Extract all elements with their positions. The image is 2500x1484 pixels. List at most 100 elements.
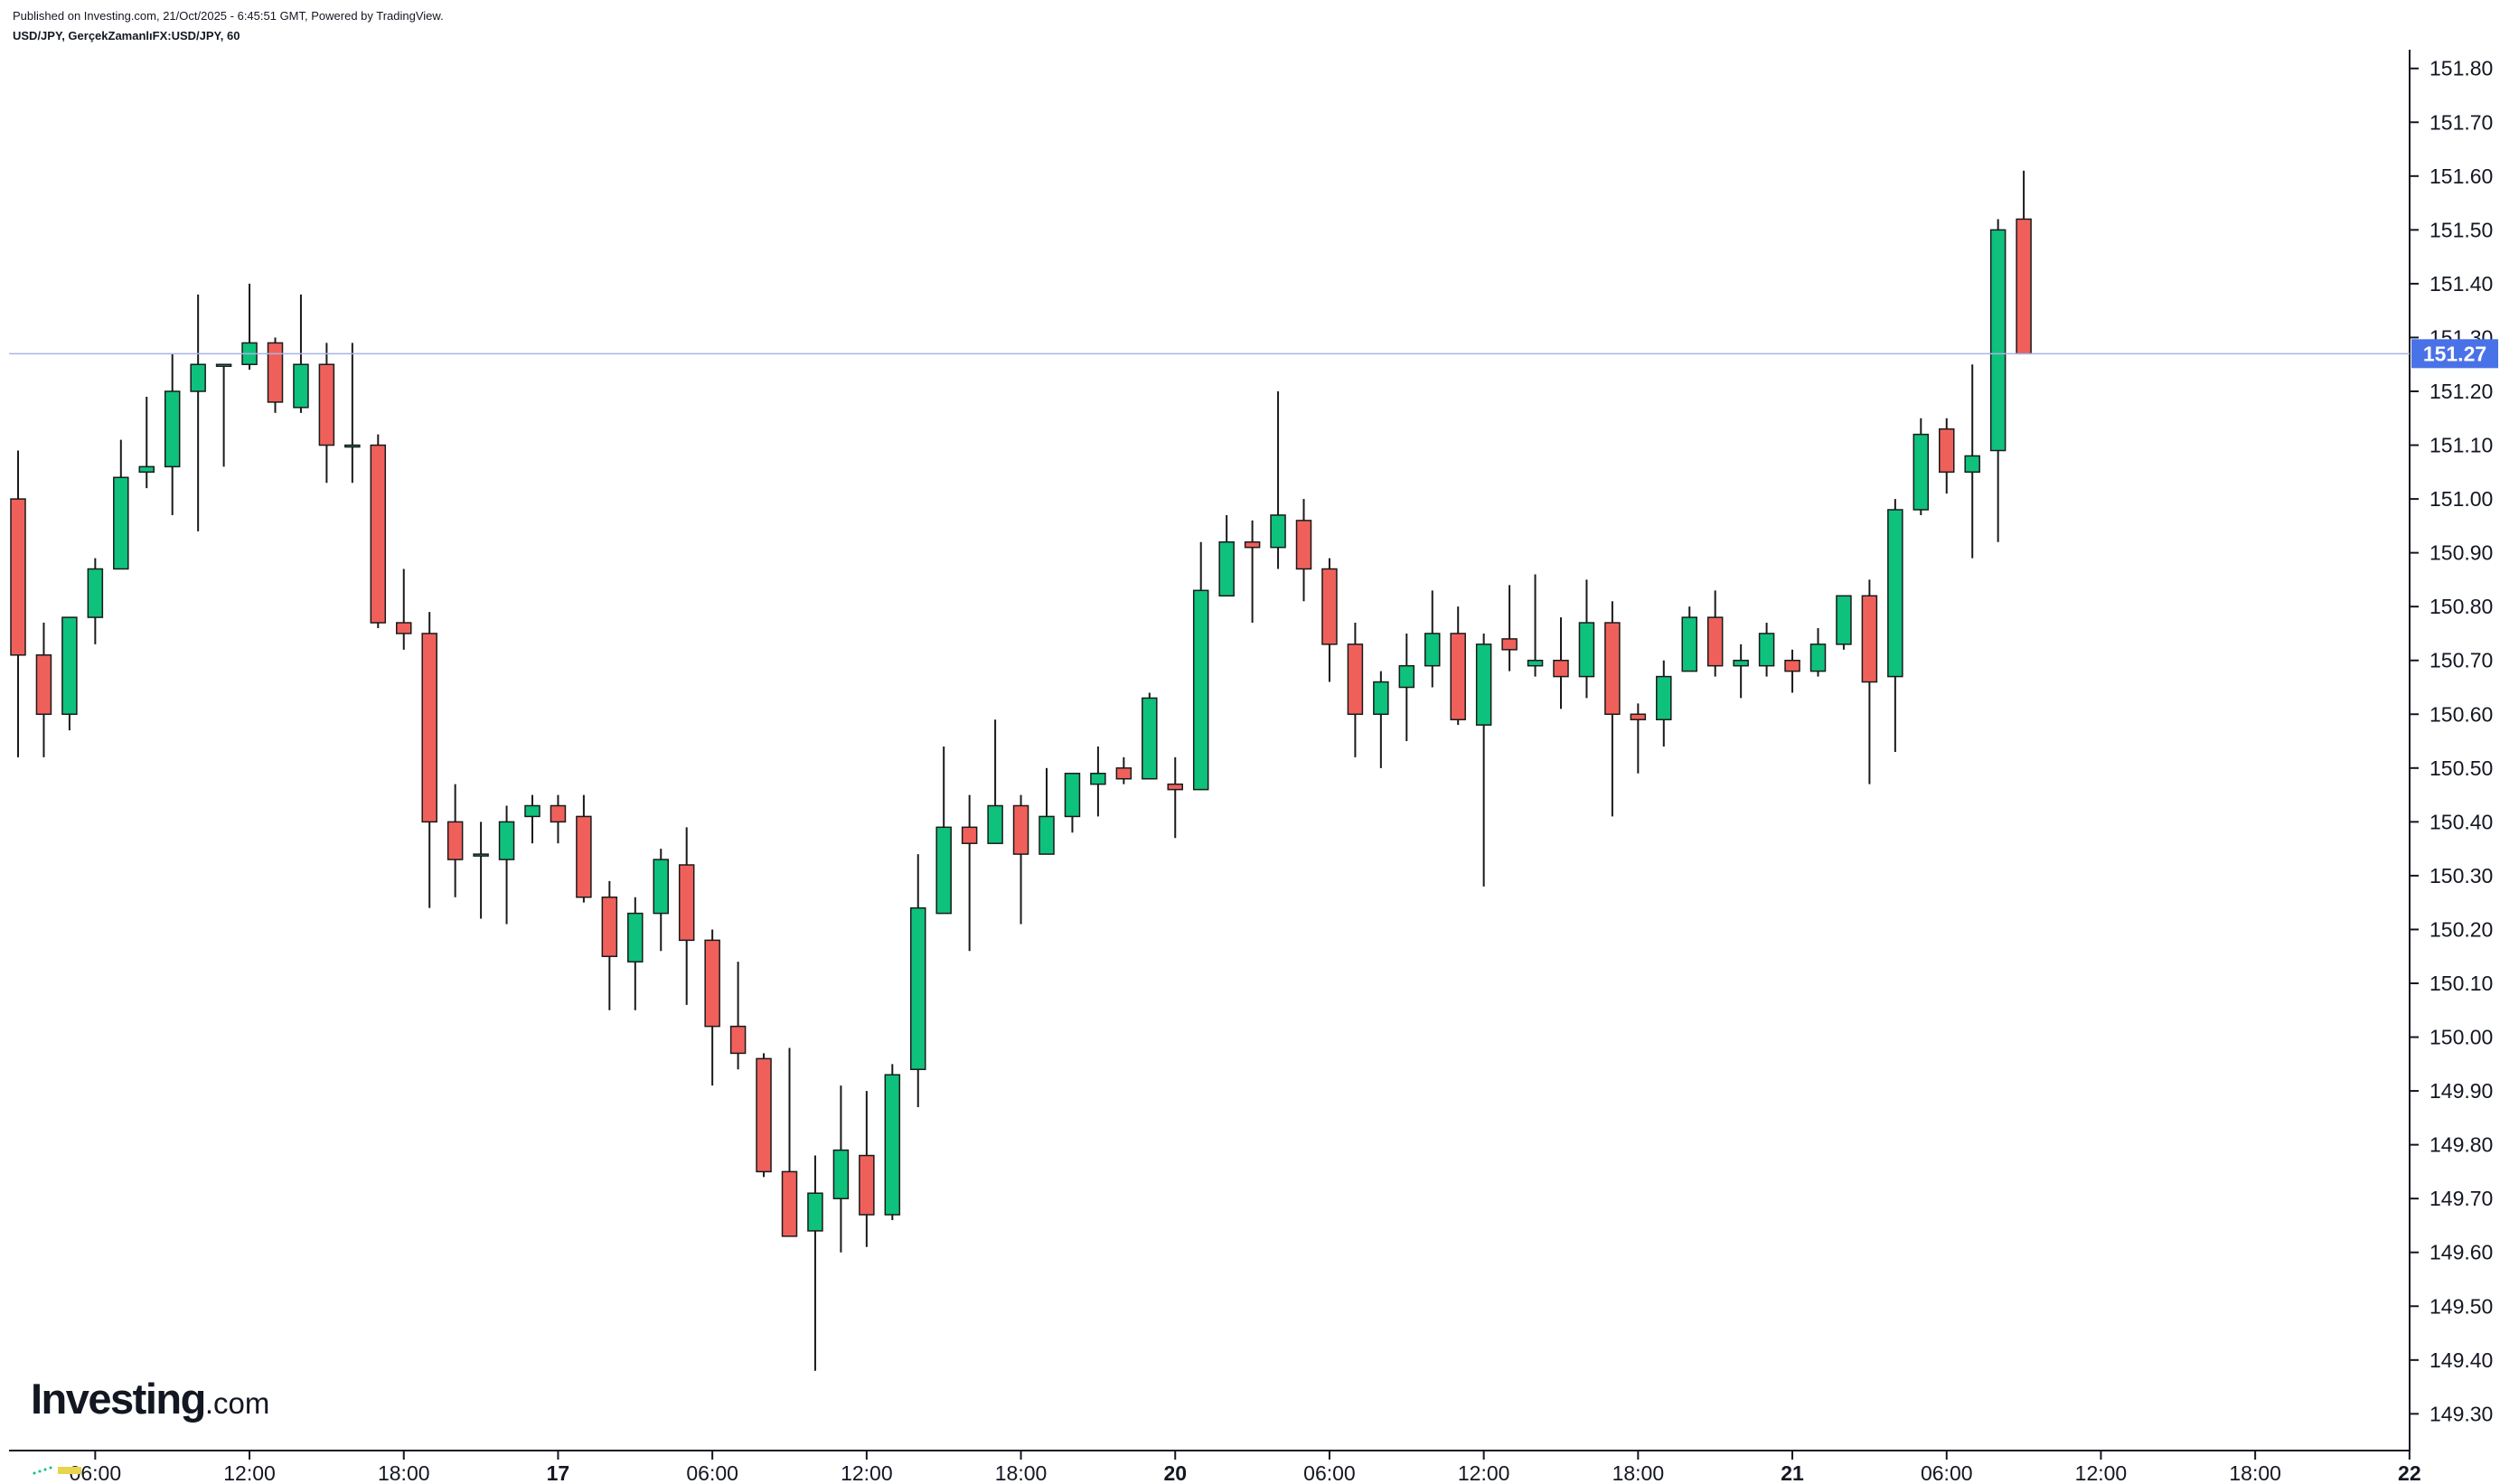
x-tick-label: 12:00 [223,1461,276,1484]
candle-body [1553,659,1569,678]
y-tick-label: 150.00 [2430,1026,2493,1049]
candle-body [910,906,926,1071]
candle-body [1861,595,1878,683]
candle [10,450,26,757]
candle [1913,418,1930,515]
candle [1475,633,1492,887]
candle [524,794,540,844]
candle [859,1091,875,1247]
candle-body [370,444,387,624]
candle [1115,756,1133,784]
symbol-title: USD/JPY, GerçekZamanlıFX:USD/JPY, 60 [13,29,240,42]
y-tick-label: 149.70 [2430,1187,2493,1210]
x-tick-label: 18:00 [1612,1461,1665,1484]
candle-body [1989,229,2007,452]
y-tick-label: 151.00 [2430,487,2493,511]
logo-main-text: Investing [31,1375,206,1423]
candle-body [550,804,567,823]
candle-body [884,1074,901,1216]
y-tick-label: 150.50 [2430,756,2493,780]
candle [729,962,747,1070]
candle [164,353,181,515]
candle [113,439,129,570]
candle-body [87,568,104,618]
candle-body [987,804,1003,844]
candle [1501,585,1518,672]
candle-body [1167,783,1183,791]
candle [1578,579,1595,699]
candle [832,1085,850,1253]
candle-body [1090,773,1106,785]
candle [1167,756,1183,839]
y-tick-label: 150.80 [2430,595,2493,618]
candle-body [1270,514,1286,549]
candle-body [1501,638,1518,651]
candle [344,343,361,484]
candle [807,1155,823,1371]
investing-logo: Investing .com [31,1374,269,1423]
candle-body [164,390,181,468]
candle [1784,649,1800,693]
y-tick-label: 151.70 [2430,110,2493,134]
y-tick-label: 150.40 [2430,810,2493,833]
candle [1373,671,1389,768]
candle-body [1681,616,1697,672]
candle-body [2016,218,2032,355]
y-tick-label: 150.30 [2430,864,2493,888]
candle-body [653,859,669,915]
candle-body [576,815,592,898]
candle [138,396,155,489]
candle [1142,692,1158,780]
candle-body [61,616,78,716]
candle-body [1964,455,1980,474]
candle-body [1630,713,1647,720]
x-tick-label: 06:00 [1921,1461,1973,1484]
candle-body [10,498,26,656]
candle-body [267,342,284,403]
candle [1887,499,1903,752]
candle-body [1321,568,1338,645]
candle [446,784,464,897]
candle-body [807,1192,823,1232]
x-tick-label: 06:00 [686,1461,738,1484]
candles-group [10,170,2032,1371]
last-price-marker: 151.27 [9,339,2498,369]
candle [935,747,952,915]
candle [1656,660,1672,747]
y-tick-label: 150.90 [2430,541,2493,565]
candle-body [215,363,232,367]
candle [318,343,335,484]
y-tick-label: 149.60 [2430,1241,2493,1264]
candle-body [293,363,309,409]
candle-body [1039,815,1055,855]
y-tick-label: 149.80 [2430,1133,2493,1157]
candle [1039,767,1055,855]
x-tick-label: 18:00 [378,1461,430,1484]
candle-body [1450,633,1466,720]
candle [1706,590,1724,677]
candle-body [1758,633,1775,667]
candle-body [678,864,695,942]
candle [1450,606,1466,726]
candle [653,849,669,952]
candle [781,1047,798,1237]
y-tick-label: 151.10 [2430,434,2493,457]
candle-body [138,465,155,474]
candle-body [1604,622,1621,716]
candle [1295,499,1312,602]
published-note: Published on Investing.com, 21/Oct/2025 … [13,9,444,23]
candle-body [756,1057,772,1173]
candle-body [421,633,437,823]
candle-body [498,821,515,860]
candle [2016,170,2032,355]
x-tick-label: 21 [1781,1461,1804,1484]
logo-suffix-text: .com [204,1386,270,1420]
candle [1321,558,1338,682]
candle-body [859,1154,875,1216]
candle [1090,747,1106,817]
candle-body [1809,643,1827,672]
x-tick-label: 20 [1163,1461,1187,1484]
x-tick-label: 12:00 [1458,1461,1510,1484]
candle [1604,601,1621,817]
